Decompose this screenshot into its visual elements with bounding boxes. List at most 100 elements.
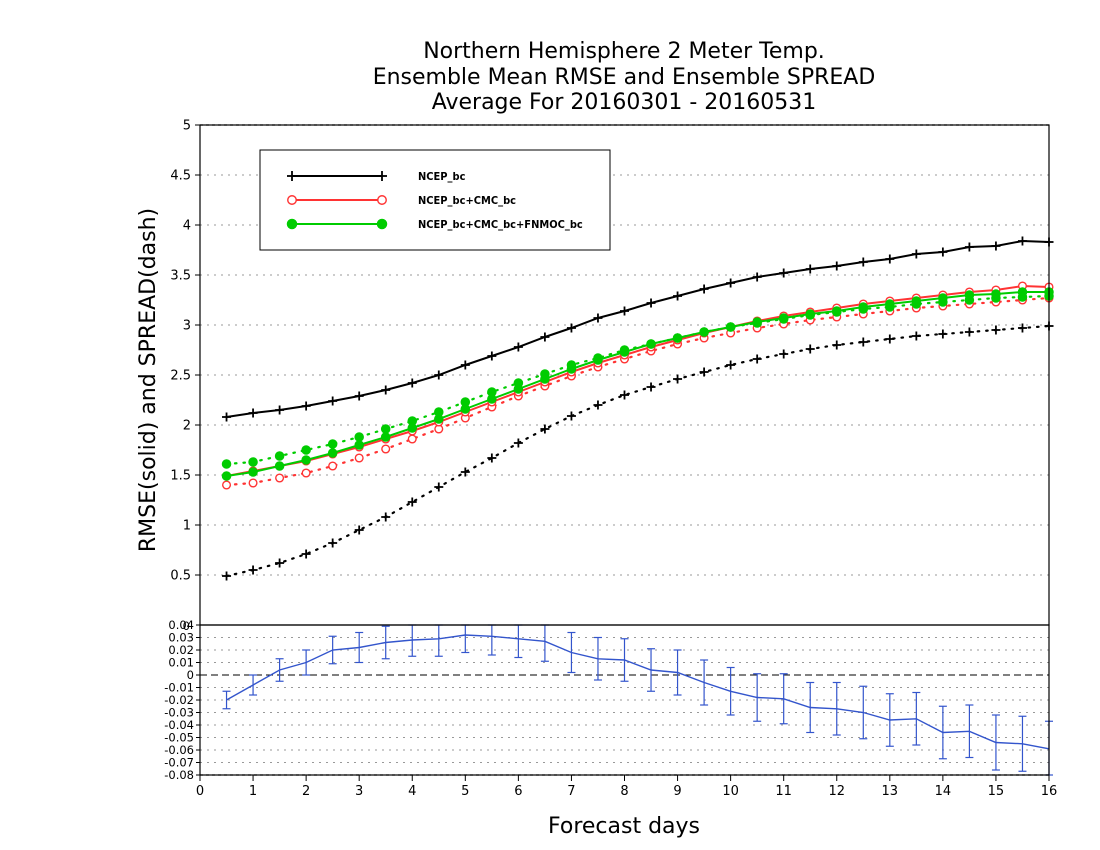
spread-point-ncep-bc bbox=[699, 367, 709, 377]
rmse-point-ncep-bc-cmc-bc-fnmoc-bc bbox=[858, 302, 869, 312]
rmse-point-ncep-bc-cmc-bc-fnmoc-bc bbox=[699, 327, 709, 337]
rmse-point-ncep-bc-cmc-bc-fnmoc-bc bbox=[805, 309, 815, 319]
rmse-point-ncep-bc-cmc-bc-fnmoc-bc bbox=[566, 364, 577, 374]
difference-y-tick-label: 0.01 bbox=[168, 656, 194, 670]
spread-point-ncep-bc bbox=[620, 390, 629, 400]
difference-error-bar bbox=[514, 624, 523, 659]
rmse-point-ncep-bc-cmc-bc-fnmoc-bc bbox=[221, 471, 232, 481]
rmse-point-ncep-bc bbox=[991, 241, 1001, 251]
difference-y-tick-label: -0.08 bbox=[164, 768, 194, 782]
rmse-point-ncep-bc-cmc-bc-fnmoc-bc bbox=[380, 432, 391, 442]
difference-error-bar bbox=[593, 636, 602, 681]
rmse-point-ncep-bc bbox=[460, 360, 470, 370]
y-axis-label: RMSE(solid) and SPREAD(dash) bbox=[136, 208, 161, 552]
title-line-2: Ensemble Mean RMSE and Ensemble SPREAD bbox=[373, 65, 876, 90]
spread-point-ncep-bc bbox=[513, 438, 523, 448]
legend-marker-ncep-bc-cmc-bc-fnmoc-bc bbox=[286, 218, 298, 230]
rmse-point-ncep-bc bbox=[540, 332, 550, 342]
difference-error-bar bbox=[779, 673, 788, 725]
spread-point-ncep-bc bbox=[407, 497, 417, 507]
rmse-point-ncep-bc bbox=[566, 323, 576, 333]
rmse-point-ncep-bc bbox=[354, 391, 364, 401]
difference-error-bar bbox=[461, 624, 470, 654]
main-panel: 0.5 1 1.5 2 2.5 3 3.5 4 4.5 5 bbox=[170, 119, 1054, 626]
chart-title: Northern Hemisphere 2 Meter Temp. Ensemb… bbox=[373, 39, 876, 115]
rmse-point-ncep-bc bbox=[858, 257, 868, 267]
spread-point-ncep-bc bbox=[222, 571, 232, 581]
rmse-point-ncep-bc bbox=[487, 351, 497, 361]
legend: NCEP_bc NCEP_bc+CMC_bc NCEP_bc+CMC_bc+FNMO… bbox=[259, 149, 611, 251]
spread-point-ncep-bc bbox=[566, 411, 576, 421]
spread-point-ncep-bc bbox=[964, 327, 974, 337]
main-y-tick-label: 2.5 bbox=[170, 369, 191, 384]
x-tick-label: 8 bbox=[620, 784, 628, 799]
rmse-point-ncep-bc-cmc-bc-fnmoc-bc bbox=[619, 347, 630, 357]
rmse-point-ncep-bc bbox=[885, 254, 895, 264]
difference-error-bar bbox=[434, 624, 443, 657]
rmse-point-ncep-bc-cmc-bc-fnmoc-bc bbox=[725, 322, 736, 332]
spread-point-ncep-bc bbox=[540, 424, 550, 434]
rmse-point-ncep-bc-cmc-bc-fnmoc-bc bbox=[938, 293, 948, 303]
spread-point-ncep-bc-cmc-bc bbox=[222, 480, 232, 490]
difference-panel: -0.08-0.07-0.06-0.05-0.04-0.03-0.02-0.01… bbox=[164, 618, 1053, 782]
spread-point-ncep-bc bbox=[1017, 323, 1027, 333]
spread-point-ncep-bc bbox=[354, 525, 364, 535]
rmse-point-ncep-bc-cmc-bc-fnmoc-bc bbox=[487, 394, 497, 404]
rmse-point-ncep-bc-cmc-bc-fnmoc-bc bbox=[991, 289, 1001, 299]
difference-error-bar bbox=[620, 638, 629, 682]
rmse-point-ncep-bc bbox=[513, 342, 523, 352]
difference-gridlines bbox=[200, 637, 1049, 763]
rmse-point-ncep-bc-cmc-bc-fnmoc-bc bbox=[1017, 287, 1028, 297]
difference-line bbox=[226, 634, 1050, 750]
legend-marker-ncep-bc bbox=[377, 171, 387, 181]
main-y-tick-label: 3.5 bbox=[170, 269, 191, 284]
rmse-point-ncep-bc-cmc-bc-fnmoc-bc bbox=[672, 333, 683, 343]
main-y-tick-label: 1 bbox=[183, 519, 191, 534]
difference-error-bar bbox=[726, 666, 735, 716]
difference-error-bar bbox=[806, 681, 815, 734]
spread-point-ncep-bc bbox=[381, 512, 391, 522]
rmse-point-ncep-bc bbox=[593, 313, 603, 323]
spread-point-ncep-bc-cmc-bc-fnmoc-bc bbox=[221, 459, 232, 469]
x-tick-label: 11 bbox=[775, 784, 792, 799]
difference-y-tick-label: 0 bbox=[187, 668, 194, 682]
difference-error-bar bbox=[912, 691, 921, 746]
difference-error-bar bbox=[249, 674, 258, 696]
rmse-point-ncep-bc-cmc-bc-fnmoc-bc bbox=[646, 339, 656, 349]
rmse-point-ncep-bc bbox=[275, 405, 285, 415]
difference-y-axis-ticks: -0.08-0.07-0.06-0.05-0.04-0.03-0.02-0.01… bbox=[164, 618, 200, 782]
rmse-point-ncep-bc bbox=[911, 249, 921, 259]
main-y-tick-label: 0.5 bbox=[170, 569, 191, 584]
rmse-point-ncep-bc bbox=[222, 412, 232, 422]
difference-error-bar bbox=[700, 659, 709, 706]
difference-top-label: 0 bbox=[183, 619, 190, 633]
legend-marker-ncep-bc-cmc-bc bbox=[377, 195, 387, 205]
main-y-tick-label: 4 bbox=[183, 219, 191, 234]
rmse-point-ncep-bc bbox=[832, 261, 842, 271]
rmse-point-ncep-bc-cmc-bc-fnmoc-bc bbox=[274, 461, 285, 471]
spread-point-ncep-bc bbox=[858, 337, 868, 347]
difference-error-bar bbox=[567, 631, 576, 674]
rmse-point-ncep-bc-cmc-bc-fnmoc-bc bbox=[831, 306, 842, 316]
difference-error-bar bbox=[222, 690, 231, 710]
rmse-point-ncep-bc-cmc-bc-fnmoc-bc bbox=[540, 374, 550, 384]
x-tick-label: 15 bbox=[988, 784, 1005, 799]
rmse-point-ncep-bc-cmc-bc-fnmoc-bc bbox=[434, 414, 444, 424]
difference-error-bar bbox=[991, 714, 1000, 771]
rmse-point-ncep-bc-cmc-bc-fnmoc-bc bbox=[885, 299, 895, 309]
x-tick-label: 2 bbox=[302, 784, 310, 799]
rmse-point-ncep-bc-cmc-bc-fnmoc-bc bbox=[911, 296, 922, 306]
difference-error-bar bbox=[859, 685, 868, 740]
spread-point-ncep-bc-cmc-bc bbox=[301, 468, 311, 478]
spread-point-ncep-bc-cmc-bc-fnmoc-bc bbox=[327, 439, 338, 449]
difference-y-tick-label: -0.02 bbox=[164, 693, 194, 707]
rmse-point-ncep-bc-cmc-bc-fnmoc-bc bbox=[248, 467, 258, 477]
difference-error-bar bbox=[355, 631, 364, 664]
spread-point-ncep-bc-cmc-bc bbox=[275, 473, 285, 483]
legend-label-ncep-bc-cmc-bc-fnmoc-bc: NCEP_bc+CMC_bc+FNMOC_bc bbox=[418, 218, 583, 231]
spread-point-ncep-bc bbox=[646, 382, 656, 392]
rmse-point-ncep-bc bbox=[407, 378, 417, 388]
x-axis-label: Forecast days bbox=[548, 814, 700, 839]
difference-error-bar bbox=[938, 705, 947, 760]
main-y-tick-label: 4.5 bbox=[170, 169, 191, 184]
